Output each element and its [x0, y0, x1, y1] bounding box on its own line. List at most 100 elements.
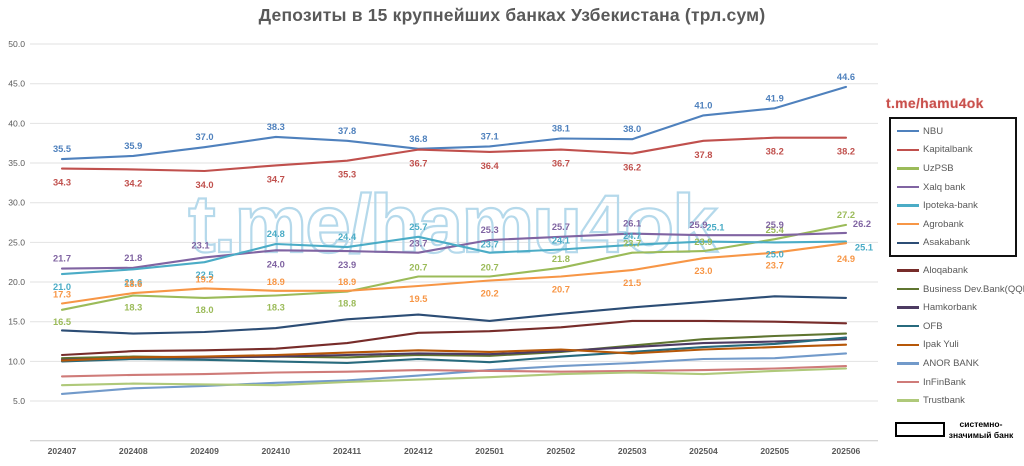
legend-swatch: [897, 325, 919, 328]
legend-swatch: [897, 185, 919, 189]
legend-swatch: [897, 148, 919, 152]
legend-swatch: [897, 343, 919, 347]
data-label-xalq-bank: 23.9: [338, 260, 356, 270]
series-line-kapitalbank: [60, 136, 848, 173]
data-label-uzpsb: 27.2: [837, 210, 855, 220]
data-label-kapitalbank: 34.0: [195, 180, 213, 190]
data-label-xalq-bank: 25.9: [689, 220, 707, 230]
legend-swatch: [897, 167, 919, 170]
data-label-ipoteka-bank: 24.7: [623, 231, 641, 241]
data-label-uzpsb: 18.8: [338, 299, 356, 309]
data-label-agrobank: 17.3: [53, 289, 71, 299]
legend-item-anor-bank: ANOR BANK: [897, 354, 1017, 373]
data-label-agrobank: 19.2: [195, 274, 213, 284]
legend-swatch: [897, 380, 919, 384]
data-label-agrobank: 23.0: [694, 266, 712, 276]
legend-label: ANOR BANK: [923, 357, 979, 369]
y-tick-label: 5.0: [13, 396, 25, 406]
legend-item-hamkorbank: Hamkorbank: [897, 298, 1017, 317]
legend-swatch: [897, 287, 919, 291]
legend-swatch: [897, 362, 919, 365]
legend-systemic-box: NBU Kapitalbank UzPSB Xalq bank Ipoteka-bank…: [889, 117, 1017, 258]
x-tick-label: 202505: [760, 446, 789, 456]
data-label-kapitalbank: 34.2: [124, 178, 142, 188]
data-label-ipoteka-bank: 24.8: [267, 229, 285, 239]
legend-swatch: [897, 241, 919, 245]
data-label-nbu: 41.9: [766, 93, 784, 103]
data-label-xalq-bank: 25.9: [766, 220, 784, 230]
data-label-ipoteka-bank: 25.7: [409, 222, 427, 232]
series-line-ofb: [60, 336, 848, 365]
x-tick-label: 202410: [261, 446, 290, 456]
x-tick-label: 202407: [48, 446, 77, 456]
legend-label: InFinBank: [923, 376, 966, 388]
legend-item-business-dev-bank-qqb: Business Dev.Bank(QQB): [897, 280, 1024, 299]
y-tick-label: 30.0: [8, 198, 25, 208]
y-tick-label: 20.0: [8, 277, 25, 287]
data-label-ipoteka-bank: 25.1: [855, 243, 873, 253]
data-label-ipoteka-bank: 25.1: [706, 223, 724, 233]
center-watermark: t.me/hamu4ok: [188, 179, 718, 270]
series-line-anor-bank: [60, 352, 848, 395]
legend-swatch: [897, 204, 919, 207]
data-label-kapitalbank: 36.4: [481, 161, 500, 171]
legend-item-asakabank: Asakabank: [897, 234, 1015, 253]
legend-item-nbu: NBU: [897, 122, 1015, 141]
data-label-xalq-bank: 23.7: [409, 239, 427, 249]
series-line-aloqabank: [60, 319, 848, 357]
data-label-xalq-bank: 25.3: [481, 225, 499, 235]
data-label-xalq-bank: 21.8: [124, 253, 142, 263]
legend-label: Asakabank: [923, 237, 971, 249]
data-label-nbu: 38.3: [267, 122, 285, 132]
data-label-uzpsb: 25.4: [766, 225, 785, 235]
data-label-uzpsb: 20.7: [409, 262, 427, 272]
legend-label: Kapitalbank: [923, 144, 973, 156]
data-label-uzpsb: 20.7: [481, 262, 499, 272]
legend-item-trustbank: Trustbank: [897, 391, 1017, 410]
data-label-nbu: 38.0: [623, 124, 641, 134]
data-label-ipoteka-bank: 24.4: [338, 232, 357, 242]
data-label-agrobank: 20.2: [481, 288, 499, 298]
x-tick-label: 202411: [333, 446, 361, 456]
data-label-uzpsb: 18.3: [267, 303, 285, 313]
data-label-nbu: 35.9: [124, 141, 142, 151]
legend-label: Xalq bank: [923, 181, 966, 193]
data-label-nbu: 37.0: [195, 132, 213, 142]
series-line-ipak-yuli: [60, 343, 848, 362]
data-label-agrobank: 19.5: [409, 294, 427, 304]
data-label-kapitalbank: 36.7: [552, 159, 570, 169]
x-tick-label: 202502: [547, 446, 576, 456]
data-label-uzpsb: 23.7: [623, 239, 641, 249]
data-label-ipoteka-bank: 22.5: [195, 270, 213, 280]
data-label-xalq-bank: 26.2: [853, 219, 871, 229]
data-label-ipoteka-bank: 25.0: [766, 249, 784, 259]
x-tick-label: 202506: [832, 446, 861, 456]
data-label-agrobank: 21.5: [623, 278, 641, 288]
legend-item-uzpsb: UzPSB: [897, 159, 1015, 178]
x-tick-label: 202503: [618, 446, 647, 456]
data-label-kapitalbank: 35.3: [338, 170, 356, 180]
legend-label: UzPSB: [923, 162, 954, 174]
legend-item-agrobank: Agrobank: [897, 215, 1015, 234]
series-line-ipoteka-bank: [60, 235, 848, 276]
legend-label: Hamkorbank: [923, 302, 977, 314]
legend-label: Ipoteka-bank: [923, 200, 978, 212]
legend-item-ipak-yuli: Ipak Yuli: [897, 336, 1017, 355]
legend-swatch: [897, 223, 919, 226]
data-label-ipoteka-bank: 24.1: [552, 236, 570, 246]
legend-item-infinbank: InFinBank: [897, 373, 1017, 392]
data-label-nbu: 36.8: [409, 134, 427, 144]
data-label-agrobank: 18.9: [338, 277, 356, 287]
x-tick-label: 202504: [689, 446, 718, 456]
y-tick-label: 25.0: [8, 237, 25, 247]
legend-swatch: [897, 269, 919, 272]
data-label-ipoteka-bank: 21.6: [124, 277, 142, 287]
data-label-xalq-bank: 25.7: [552, 222, 570, 232]
legend-item-aloqabank: Aloqabank: [897, 261, 1017, 280]
x-tick-label: 202408: [119, 446, 148, 456]
legend-label: OFB: [923, 320, 943, 332]
series-line-uzpsb: [60, 223, 848, 311]
data-label-nbu: 38.1: [552, 123, 570, 133]
